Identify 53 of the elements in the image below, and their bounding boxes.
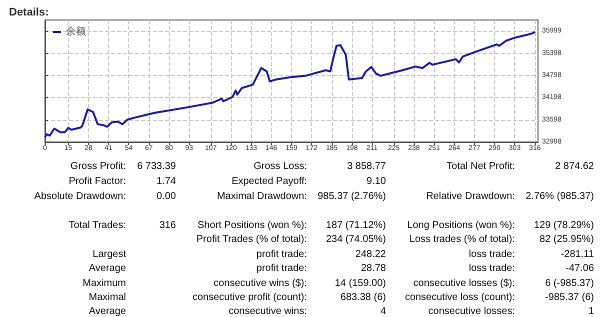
text: 0.00 xyxy=(156,190,176,203)
text: consecutive wins: xyxy=(228,305,307,317)
text: Gross Loss: xyxy=(254,160,307,173)
text: Relative Drawdown: xyxy=(426,190,515,203)
text: consecutive wins ($): xyxy=(214,277,307,290)
text: Total Net Profit: xyxy=(446,160,515,173)
text: consecutive losses ($): xyxy=(413,277,515,290)
text: 2 874.62 xyxy=(555,160,594,173)
text: Loss trades (% of total): xyxy=(409,233,515,246)
text: profit trade: xyxy=(256,248,307,261)
text: -985.37 (6) xyxy=(545,291,594,304)
text: 14 (159.00) xyxy=(334,277,386,290)
chart-title: Details: xyxy=(9,6,49,18)
text: 234 (74.05%) xyxy=(326,233,386,246)
text: Long Positions (won %): xyxy=(407,219,515,232)
text: 6 733.39 xyxy=(137,160,176,173)
text: Profit Trades (% of total): xyxy=(196,233,307,246)
text: consecutive losses: xyxy=(428,305,515,317)
text: Maximum xyxy=(82,277,126,290)
text: consecutive loss (count): xyxy=(404,291,515,304)
text: 248.22 xyxy=(355,248,386,261)
text: Average xyxy=(88,305,126,317)
text: 129 (78.29%) xyxy=(534,219,594,232)
text: 9.10 xyxy=(366,175,386,188)
text: 6 (-985.37) xyxy=(545,277,594,290)
text: Maximal xyxy=(88,291,126,304)
text: -281.11 xyxy=(560,248,594,261)
text: Largest xyxy=(92,248,126,261)
text: 2.76% (985.37) xyxy=(526,190,594,203)
text: loss trade: xyxy=(468,262,515,275)
text: Expected Payoff: xyxy=(232,175,307,188)
legend-label: 余额 xyxy=(66,26,86,38)
text: Maximal Drawdown: xyxy=(216,190,307,203)
text: profit trade: xyxy=(256,262,307,275)
text: Absolute Drawdown: xyxy=(34,190,126,203)
text: 3 858.77 xyxy=(347,160,386,173)
text: Total Trades: xyxy=(68,219,126,232)
text: 82 (25.95%) xyxy=(540,233,594,246)
text: 985.37 (2.76%) xyxy=(318,190,386,203)
text: loss trade: xyxy=(468,248,515,261)
text: 28.78 xyxy=(360,262,386,275)
text: Average xyxy=(88,262,126,275)
text: -47.06 xyxy=(566,262,594,275)
text: 187 (71.12%) xyxy=(326,219,386,232)
text: Profit Factor: xyxy=(68,175,126,188)
text: 1.74 xyxy=(156,175,176,188)
text: 316 xyxy=(159,219,176,232)
text: 683.38 (6) xyxy=(340,291,386,304)
text: 4 xyxy=(380,305,386,317)
text: Short Positions (won %): xyxy=(198,219,307,232)
text: 1 xyxy=(588,305,594,317)
text: Gross Profit: xyxy=(70,160,126,173)
text: consecutive profit (count): xyxy=(192,291,307,304)
